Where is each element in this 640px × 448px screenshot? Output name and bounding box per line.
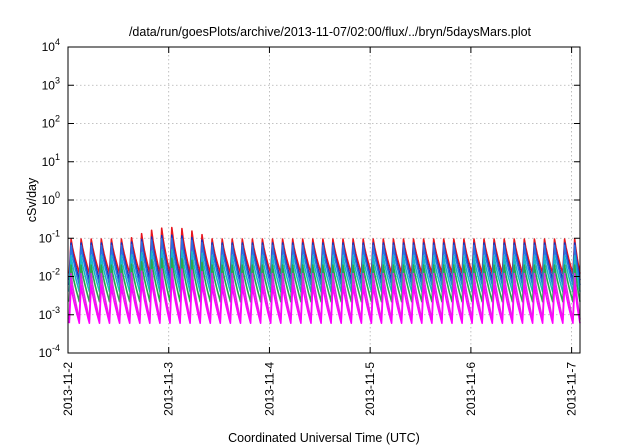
series-line	[68, 277, 581, 324]
y-tick-label: 100	[42, 190, 60, 207]
tick-layer: 10-4 10-3 10-2 10-1 100 101 102 103 104 2013-11-2…	[39, 37, 580, 416]
x-axis-label: Coordinated Universal Time (UTC)	[228, 431, 420, 445]
x-tick-label: 2013-11-6	[464, 362, 478, 416]
x-tick-label: 2013-11-4	[262, 362, 276, 416]
x-tick-label: 2013-11-7	[565, 362, 579, 416]
x-tick-label: 2013-11-2	[61, 362, 75, 416]
chart-title: /data/run/goesPlots/archive/2013-11-07/0…	[129, 25, 532, 39]
series-line	[68, 226, 581, 275]
x-tick-label: 2013-11-3	[162, 362, 176, 416]
y-tick-label: 101	[42, 152, 60, 169]
series-line	[68, 267, 581, 321]
series-layer	[68, 226, 581, 324]
y-tick-label: 10-3	[39, 305, 60, 322]
x-tick-label: 2013-11-5	[363, 362, 377, 416]
y-tick-label: 10-2	[39, 267, 60, 284]
series-line	[68, 257, 581, 303]
y-tick-label: 104	[42, 37, 60, 54]
series-line	[68, 249, 581, 293]
series-line	[68, 237, 581, 286]
y-tick-label: 10-4	[39, 343, 60, 360]
y-tick-label: 103	[42, 75, 60, 92]
y-tick-label: 102	[42, 114, 60, 131]
y-tick-label: 10-1	[39, 228, 60, 245]
y-axis-label: cSv/day	[25, 177, 39, 222]
